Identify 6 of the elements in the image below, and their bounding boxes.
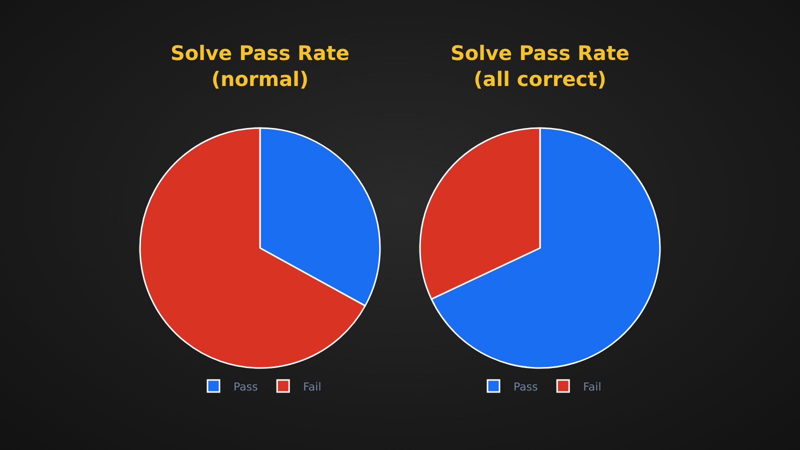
chart-title: Solve Pass Rate (all correct)	[450, 41, 630, 91]
chart-title: Solve Pass Rate (normal)	[170, 41, 350, 91]
legend-label: Fail	[583, 380, 602, 394]
legend-label: Pass	[514, 380, 538, 394]
legend-label: Pass	[234, 380, 258, 394]
legend-label: Fail	[303, 380, 322, 394]
